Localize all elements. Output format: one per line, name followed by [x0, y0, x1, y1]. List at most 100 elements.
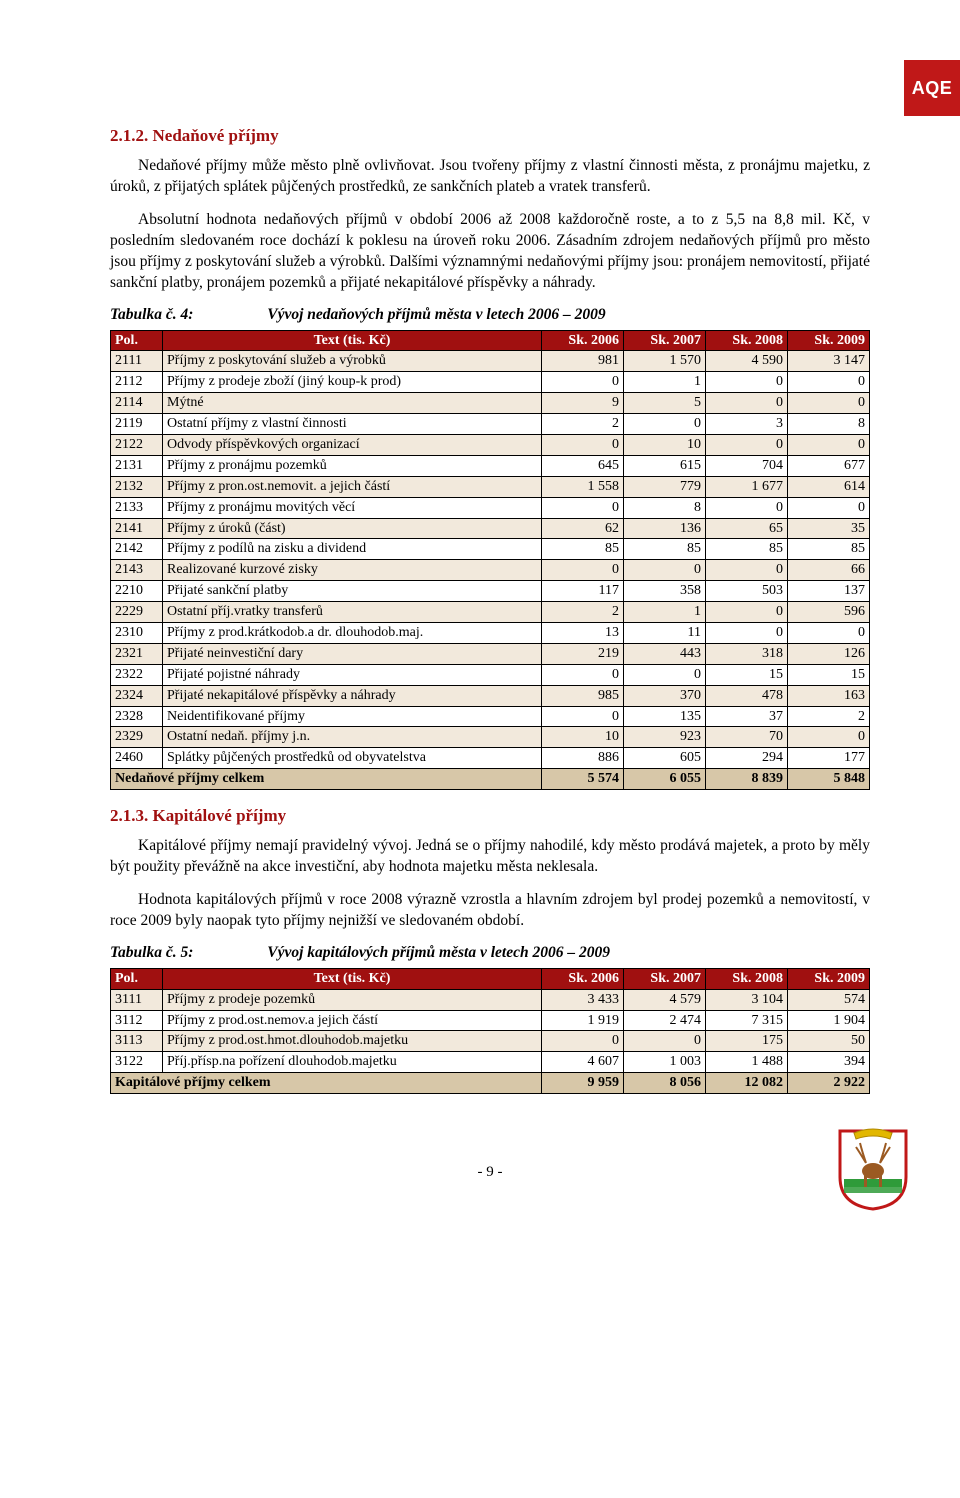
- cell-value: 0: [788, 372, 870, 393]
- cell-value: 37: [706, 706, 788, 727]
- cell-value: 2: [788, 706, 870, 727]
- cell-pol: 2133: [111, 497, 163, 518]
- cell-value: 0: [624, 1031, 706, 1052]
- cell-value: 4 590: [706, 351, 788, 372]
- cell-pol: 2210: [111, 581, 163, 602]
- cell-value: 0: [788, 434, 870, 455]
- cell-pol: 2119: [111, 414, 163, 435]
- cell-value: 0: [542, 497, 624, 518]
- cell-value: 0: [706, 372, 788, 393]
- cell-pol: 2229: [111, 602, 163, 623]
- cell-value: 358: [624, 581, 706, 602]
- cell-value: 0: [788, 727, 870, 748]
- table1-header-row: Pol.Text (tis. Kč)Sk. 2006Sk. 2007Sk. 20…: [111, 330, 870, 351]
- cell-total-value: 12 082: [706, 1073, 788, 1094]
- cell-pol: 2143: [111, 560, 163, 581]
- table-nedanove-prijmy: Pol.Text (tis. Kč)Sk. 2006Sk. 2007Sk. 20…: [110, 330, 870, 791]
- cell-value: 50: [788, 1031, 870, 1052]
- cell-value: 219: [542, 643, 624, 664]
- table-col-header: Sk. 2008: [706, 968, 788, 989]
- cell-pol: 2132: [111, 476, 163, 497]
- table-row: 3113Příjmy z prod.ost.hmot.dlouhodob.maj…: [111, 1031, 870, 1052]
- table-col-header: Sk. 2007: [624, 968, 706, 989]
- table-row: 2143Realizované kurzové zisky00066: [111, 560, 870, 581]
- cell-value: 1 677: [706, 476, 788, 497]
- cell-text: Příjmy z prod.krátkodob.a dr. dlouhodob.…: [163, 623, 542, 644]
- cell-total-value: 5 848: [788, 769, 870, 790]
- cell-value: 70: [706, 727, 788, 748]
- cell-total-value: 9 959: [542, 1073, 624, 1094]
- cell-value: 8: [624, 497, 706, 518]
- cell-pol: 2111: [111, 351, 163, 372]
- cell-pol: 2141: [111, 518, 163, 539]
- cell-text: Ostatní nedaň. příjmy j.n.: [163, 727, 542, 748]
- cell-value: 126: [788, 643, 870, 664]
- cell-text: Příjmy z prodeje zboží (jiný koup-k prod…: [163, 372, 542, 393]
- table-row: 2310Příjmy z prod.krátkodob.a dr. dlouho…: [111, 623, 870, 644]
- cell-value: 0: [706, 623, 788, 644]
- cell-value: 85: [624, 539, 706, 560]
- table-row: 2210Přijaté sankční platby117358503137: [111, 581, 870, 602]
- table2-caption: Tabulka č. 5: Vývoj kapitálových příjmů …: [110, 944, 870, 962]
- cell-text: Příjmy z podílů na zisku a dividend: [163, 539, 542, 560]
- table-row: 2460Splátky půjčených prostředků od obyv…: [111, 748, 870, 769]
- cell-text: Mýtné: [163, 393, 542, 414]
- table-col-header: Sk. 2009: [788, 330, 870, 351]
- cell-value: 1 904: [788, 1010, 870, 1031]
- cell-value: 614: [788, 476, 870, 497]
- cell-pol: 2322: [111, 664, 163, 685]
- cell-value: 294: [706, 748, 788, 769]
- table2-caption-prefix: Tabulka č. 5:: [110, 944, 193, 961]
- table-row: 2131Příjmy z pronájmu pozemků64561570467…: [111, 455, 870, 476]
- cell-value: 13: [542, 623, 624, 644]
- table-row: 2321Přijaté neinvestiční dary21944331812…: [111, 643, 870, 664]
- city-crest-icon: [836, 1127, 910, 1211]
- table2-caption-title: Vývoj kapitálových příjmů města v letech…: [267, 944, 610, 962]
- cell-value: 3 104: [706, 989, 788, 1010]
- cell-value: 4 607: [542, 1052, 624, 1073]
- cell-pol: 2310: [111, 623, 163, 644]
- table-total-row: Nedaňové příjmy celkem5 5746 0558 8395 8…: [111, 769, 870, 790]
- cell-value: 1 488: [706, 1052, 788, 1073]
- cell-value: 10: [542, 727, 624, 748]
- cell-pol: 2328: [111, 706, 163, 727]
- table-col-header: Sk. 2008: [706, 330, 788, 351]
- section-heading-1: 2.1.2. Nedaňové příjmy: [110, 126, 870, 146]
- cell-value: 85: [706, 539, 788, 560]
- cell-value: 0: [542, 706, 624, 727]
- table-col-header: Pol.: [111, 330, 163, 351]
- cell-value: 605: [624, 748, 706, 769]
- table-total-row: Kapitálové příjmy celkem9 9598 05612 082…: [111, 1073, 870, 1094]
- table-row: 2229Ostatní příj.vratky transferů210596: [111, 602, 870, 623]
- section2-para-2: Hodnota kapitálových příjmů v roce 2008 …: [110, 890, 870, 932]
- cell-value: 3 433: [542, 989, 624, 1010]
- cell-text: Příjmy z prod.ost.hmot.dlouhodob.majetku: [163, 1031, 542, 1052]
- cell-value: 0: [706, 602, 788, 623]
- cell-value: 0: [788, 393, 870, 414]
- table-row: 2322Přijaté pojistné náhrady001515: [111, 664, 870, 685]
- cell-text: Příjmy z pronájmu pozemků: [163, 455, 542, 476]
- cell-value: 66: [788, 560, 870, 581]
- cell-value: 478: [706, 685, 788, 706]
- table-col-header: Pol.: [111, 968, 163, 989]
- cell-text: Příjmy z poskytování služeb a výrobků: [163, 351, 542, 372]
- section-heading-2: 2.1.3. Kapitálové příjmy: [110, 806, 870, 826]
- table-row: 2133Příjmy z pronájmu movitých věcí0800: [111, 497, 870, 518]
- cell-value: 0: [788, 497, 870, 518]
- cell-pol: 2321: [111, 643, 163, 664]
- cell-value: 5: [624, 393, 706, 414]
- table-row: 2111Příjmy z poskytování služeb a výrobk…: [111, 351, 870, 372]
- cell-value: 177: [788, 748, 870, 769]
- cell-total-value: 5 574: [542, 769, 624, 790]
- table-row: 2122Odvody příspěvkových organizací01000: [111, 434, 870, 455]
- cell-text: Příj.přísp.na pořízení dlouhodob.majetku: [163, 1052, 542, 1073]
- cell-value: 85: [788, 539, 870, 560]
- cell-value: 370: [624, 685, 706, 706]
- table-row: 3111Příjmy z prodeje pozemků3 4334 5793 …: [111, 989, 870, 1010]
- cell-value: 779: [624, 476, 706, 497]
- table-row: 2328Neidentifikované příjmy0135372: [111, 706, 870, 727]
- cell-value: 0: [624, 414, 706, 435]
- cell-value: 0: [706, 393, 788, 414]
- cell-value: 7 315: [706, 1010, 788, 1031]
- cell-value: 394: [788, 1052, 870, 1073]
